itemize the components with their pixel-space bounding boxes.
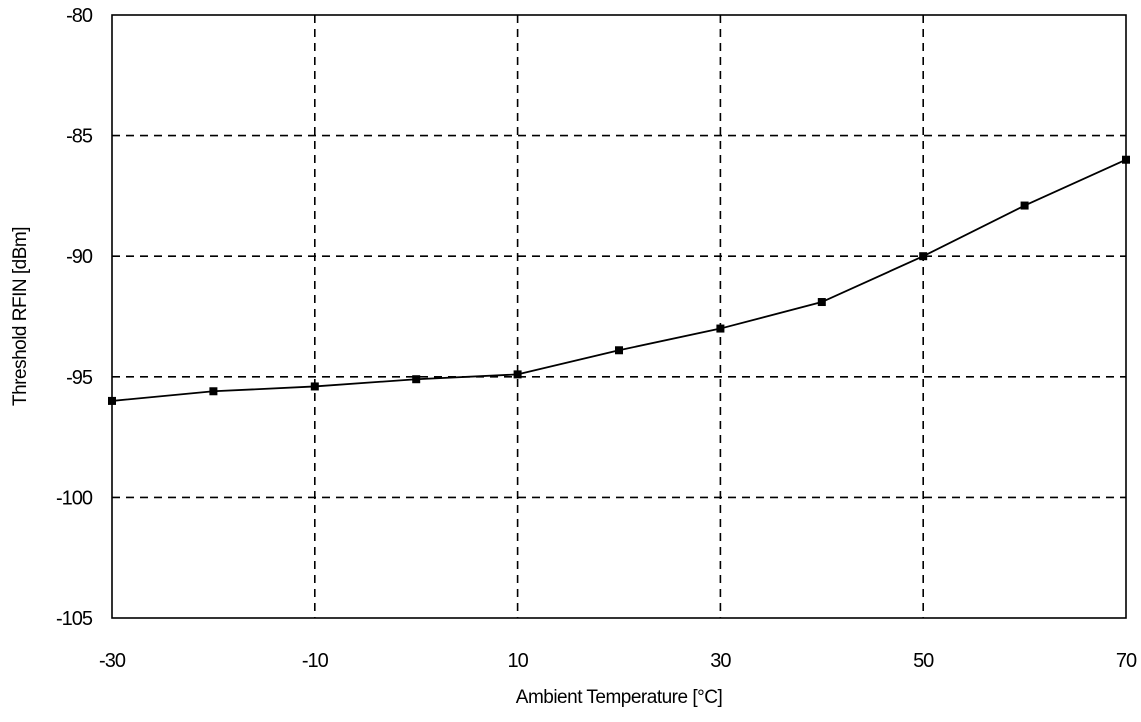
series-line	[111, 158, 1127, 402]
y-tick-labels: -80 -85 -90 -95 -100 -105	[56, 5, 94, 630]
x-tick-label: -30	[99, 650, 126, 672]
x-tick-labels: -30 -10 10 30 50 70	[99, 650, 1138, 672]
y-tick-label: -95	[66, 367, 93, 389]
data-point	[716, 324, 725, 333]
y-tick-label: -90	[66, 246, 93, 268]
data-point	[310, 382, 319, 391]
y-axis-title: Threshold RFIN [dBm]	[10, 227, 31, 406]
x-tick-label: 50	[913, 650, 934, 672]
data-point	[1122, 155, 1130, 164]
data-point	[817, 298, 826, 307]
x-tick-label: 10	[507, 650, 528, 672]
x-axis-title: Ambient Temperature [°C]	[516, 687, 722, 708]
x-tick-label: 30	[710, 650, 731, 672]
data-point	[108, 396, 116, 405]
data-point	[615, 346, 623, 355]
data-point	[209, 387, 218, 396]
y-tick-label: -100	[56, 487, 93, 509]
y-tick-label: -105	[56, 608, 93, 630]
data-point	[919, 252, 928, 261]
y-tick-label: -85	[66, 126, 93, 148]
data-point	[1020, 201, 1029, 210]
series-layer	[108, 155, 1130, 405]
x-tick-label: -10	[302, 650, 329, 672]
data-point	[412, 375, 421, 384]
x-tick-label: 70	[1116, 650, 1137, 672]
plot-frame	[111, 14, 1127, 619]
plot-border	[111, 14, 1127, 619]
grid	[112, 15, 1126, 618]
data-point	[513, 370, 522, 379]
y-tick-label: -80	[66, 5, 93, 27]
